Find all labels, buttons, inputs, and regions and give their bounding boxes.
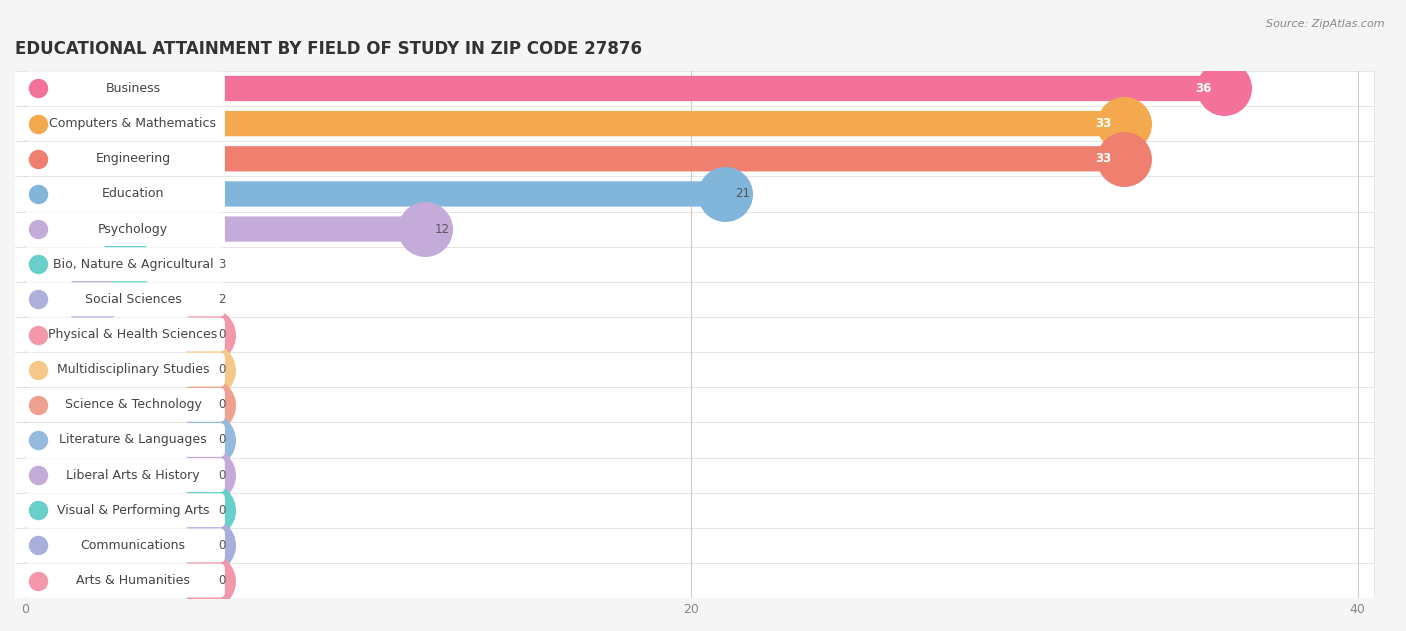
FancyBboxPatch shape (21, 458, 225, 492)
Text: Visual & Performing Arts: Visual & Performing Arts (56, 504, 209, 517)
FancyBboxPatch shape (21, 529, 225, 562)
FancyBboxPatch shape (8, 247, 1374, 282)
Text: Arts & Humanities: Arts & Humanities (76, 574, 190, 587)
Text: 0: 0 (218, 539, 225, 552)
FancyBboxPatch shape (25, 322, 208, 347)
FancyBboxPatch shape (25, 463, 208, 488)
FancyBboxPatch shape (8, 528, 1374, 563)
FancyBboxPatch shape (25, 252, 125, 277)
Text: 36: 36 (1195, 82, 1211, 95)
FancyBboxPatch shape (21, 563, 225, 598)
FancyBboxPatch shape (8, 422, 1374, 457)
FancyBboxPatch shape (8, 71, 1374, 106)
FancyBboxPatch shape (8, 282, 1374, 317)
Text: Source: ZipAtlas.com: Source: ZipAtlas.com (1267, 19, 1385, 29)
FancyBboxPatch shape (21, 283, 225, 316)
FancyBboxPatch shape (25, 568, 208, 593)
FancyBboxPatch shape (25, 286, 91, 312)
FancyBboxPatch shape (8, 141, 1374, 176)
Text: 0: 0 (218, 363, 225, 376)
FancyBboxPatch shape (25, 498, 208, 523)
FancyBboxPatch shape (21, 317, 225, 351)
Text: Science & Technology: Science & Technology (65, 398, 201, 411)
Text: 0: 0 (218, 433, 225, 447)
Text: 0: 0 (218, 398, 225, 411)
FancyBboxPatch shape (21, 353, 225, 387)
Text: Communications: Communications (80, 539, 186, 552)
Text: Education: Education (101, 187, 165, 201)
Text: Computers & Mathematics: Computers & Mathematics (49, 117, 217, 130)
FancyBboxPatch shape (25, 76, 1225, 101)
FancyBboxPatch shape (8, 317, 1374, 352)
Text: Multidisciplinary Studies: Multidisciplinary Studies (56, 363, 209, 376)
FancyBboxPatch shape (21, 71, 225, 105)
Text: Liberal Arts & History: Liberal Arts & History (66, 469, 200, 481)
Text: 0: 0 (218, 574, 225, 587)
FancyBboxPatch shape (8, 563, 1374, 598)
Text: 0: 0 (218, 469, 225, 481)
FancyBboxPatch shape (21, 142, 225, 175)
Text: Literature & Languages: Literature & Languages (59, 433, 207, 447)
Text: EDUCATIONAL ATTAINMENT BY FIELD OF STUDY IN ZIP CODE 27876: EDUCATIONAL ATTAINMENT BY FIELD OF STUDY… (15, 40, 643, 58)
FancyBboxPatch shape (25, 146, 1125, 172)
FancyBboxPatch shape (21, 388, 225, 422)
FancyBboxPatch shape (8, 387, 1374, 422)
FancyBboxPatch shape (25, 357, 208, 382)
FancyBboxPatch shape (21, 247, 225, 281)
Text: 3: 3 (218, 257, 225, 271)
FancyBboxPatch shape (21, 212, 225, 246)
Text: 2: 2 (218, 293, 226, 306)
FancyBboxPatch shape (25, 392, 208, 418)
Text: Engineering: Engineering (96, 152, 170, 165)
Text: 21: 21 (735, 187, 749, 201)
FancyBboxPatch shape (21, 493, 225, 527)
FancyBboxPatch shape (25, 533, 208, 558)
Text: 33: 33 (1095, 152, 1111, 165)
Text: Business: Business (105, 82, 160, 95)
FancyBboxPatch shape (25, 216, 425, 242)
FancyBboxPatch shape (8, 493, 1374, 528)
Text: 0: 0 (218, 504, 225, 517)
FancyBboxPatch shape (21, 423, 225, 457)
Text: Bio, Nature & Agricultural: Bio, Nature & Agricultural (52, 257, 214, 271)
FancyBboxPatch shape (8, 352, 1374, 387)
FancyBboxPatch shape (8, 457, 1374, 493)
Text: Physical & Health Sciences: Physical & Health Sciences (48, 328, 218, 341)
FancyBboxPatch shape (21, 107, 225, 141)
FancyBboxPatch shape (21, 177, 225, 211)
Text: 12: 12 (434, 223, 450, 235)
Text: 33: 33 (1095, 117, 1111, 130)
FancyBboxPatch shape (8, 176, 1374, 211)
Text: Psychology: Psychology (98, 223, 167, 235)
FancyBboxPatch shape (25, 427, 208, 452)
Text: 0: 0 (218, 328, 225, 341)
FancyBboxPatch shape (25, 181, 724, 206)
FancyBboxPatch shape (8, 211, 1374, 247)
Text: Social Sciences: Social Sciences (84, 293, 181, 306)
FancyBboxPatch shape (8, 106, 1374, 141)
FancyBboxPatch shape (25, 111, 1125, 136)
